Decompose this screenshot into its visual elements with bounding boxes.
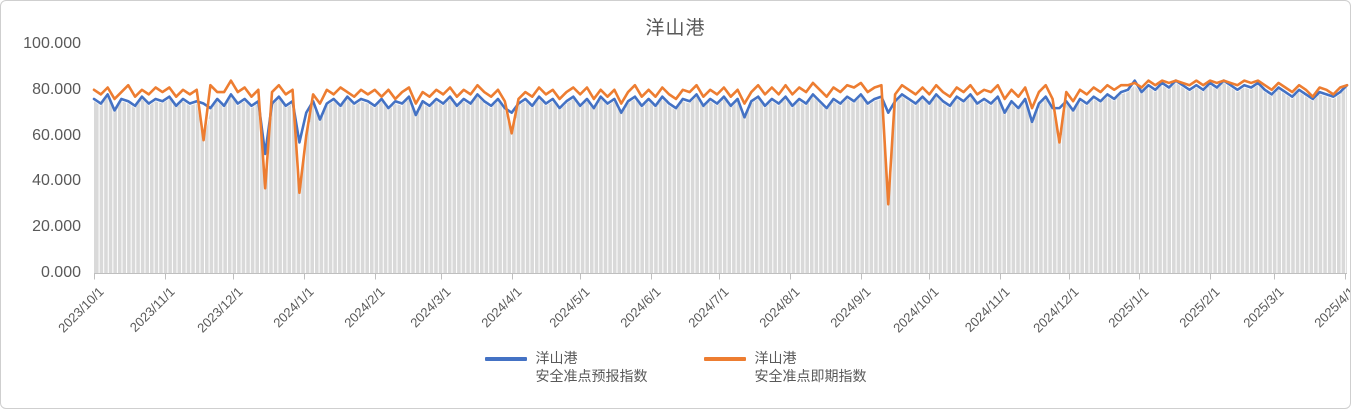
chart-title: 洋山港 <box>645 18 706 39</box>
y-tick-label: 60.000 <box>32 126 81 144</box>
spot-line-swatch <box>703 357 746 361</box>
legend-label-forecast-line1: 洋山港 <box>535 350 578 366</box>
legend-label-spot: 洋山港 安全准点即期指数 <box>755 349 867 385</box>
legend: 洋山港 安全准点预报指数 洋山港 安全准点即期指数 <box>1 349 1350 385</box>
legend-item-forecast: 洋山港 安全准点预报指数 <box>484 349 648 385</box>
y-tick-label: 100.000 <box>23 35 81 52</box>
legend-label-spot-line2: 安全准点即期指数 <box>754 368 867 384</box>
legend-label-forecast-line2: 安全准点预报指数 <box>535 368 648 384</box>
y-tick-label: 0.000 <box>40 264 81 281</box>
legend-item-spot: 洋山港 安全准点即期指数 <box>703 349 867 385</box>
legend-label-forecast: 洋山港 安全准点预报指数 <box>536 349 648 385</box>
y-tick-label: 40.000 <box>32 172 81 190</box>
y-tick-label: 80.000 <box>32 80 81 98</box>
legend-label-spot-line1: 洋山港 <box>754 350 797 366</box>
y-tick-label: 20.000 <box>32 218 81 236</box>
forecast-line-swatch <box>484 357 527 361</box>
